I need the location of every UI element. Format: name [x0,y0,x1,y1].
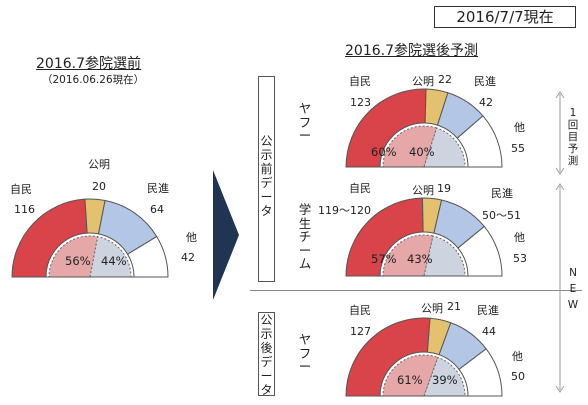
side-arrow-up [555,91,565,99]
row1-source: ヤフー [298,101,312,143]
row2-label-minshin: 民進 [491,187,513,200]
row2-inner-right [423,235,466,277]
row3-value-minshin: 44 [482,325,496,338]
left-label-minshin: 民進 [147,182,169,195]
row3-inner-left [382,354,439,397]
row3-value-jimin: 127 [350,325,371,338]
row1-value-minshin: 42 [479,96,493,109]
left-label-jimin: 自民 [10,183,32,196]
row2-label-jimin: 自民 [349,182,371,195]
row3-label-komei: 公明 [421,302,443,315]
row2-inner-pct-left: 57% [371,252,397,266]
left-inner-pct-right: 44% [101,254,127,268]
row1-inner-left [382,125,438,168]
date-box: 2016/7/7現在 [434,6,576,28]
left-inner-pct-left: 56% [65,254,91,268]
left-value-other: 42 [181,251,195,264]
row1-label-komei: 公明 [412,75,434,88]
left-label-komei: 公明 [88,158,110,171]
row3-inner-pct-right: 39% [432,373,458,387]
left-value-jimin: 116 [14,203,35,216]
arrow-icon [213,170,239,300]
row1-label-other: 他 [514,121,525,134]
left-chart-title: 2016.7参院選前 [36,56,141,72]
row1-inner-pct-right: 40% [409,145,435,159]
row2-label-other: 他 [514,231,525,244]
left-label-other: 他 [186,231,197,244]
side-arrow-down [555,167,565,175]
row3-value-komei: 21 [447,300,461,313]
row3-label-minshin: 民進 [477,304,499,317]
left-value-minshin: 64 [150,203,164,216]
right-chart-title: 2016.7参院選後予測 [345,43,478,59]
row1-label-jimin: 自民 [349,75,371,88]
row1-value-jimin: 123 [350,96,371,109]
left-value-komei: 20 [92,180,106,193]
row2-inner-pct-right: 43% [407,252,433,266]
row3-source: ヤフー [298,332,312,374]
row1-value-other: 55 [511,142,525,155]
group-separator [250,290,582,291]
group-post-box [258,312,275,396]
row2-value-minshin: 50～51 [482,209,521,222]
group-pre-label: 公示前データ [260,134,273,218]
row2-value-other: 53 [513,252,527,265]
row2-value-jimin: 119～120 [318,204,371,217]
group-pre-box [258,76,275,282]
row2-label-komei: 公明 [412,184,434,197]
row3-inner-pct-left: 61% [397,373,423,387]
row1-inner-pct-left: 60% [371,145,397,159]
row3-value-other: 50 [511,370,525,383]
row3-label-jimin: 自民 [349,304,371,317]
row1-inner-right [423,127,466,168]
row3-label-other: 他 [512,350,523,363]
row3-inner-right [423,356,466,397]
group-post-label: 公示後データ [260,313,273,397]
side-arrow-down2 [555,385,565,393]
row2-source: 学生チーム [298,202,312,271]
row2-inner-left [382,234,434,277]
row2-value-komei: 19 [437,182,451,195]
row1-label-minshin: 民進 [474,75,496,88]
side-arrows [555,91,565,393]
left-inner-right [89,236,132,278]
left-chart-subtitle: （2016.06.26現在） [42,74,145,86]
row1-value-komei: 22 [438,73,452,86]
left-inner-left [48,235,99,278]
side-arrow-up2 [555,183,565,191]
